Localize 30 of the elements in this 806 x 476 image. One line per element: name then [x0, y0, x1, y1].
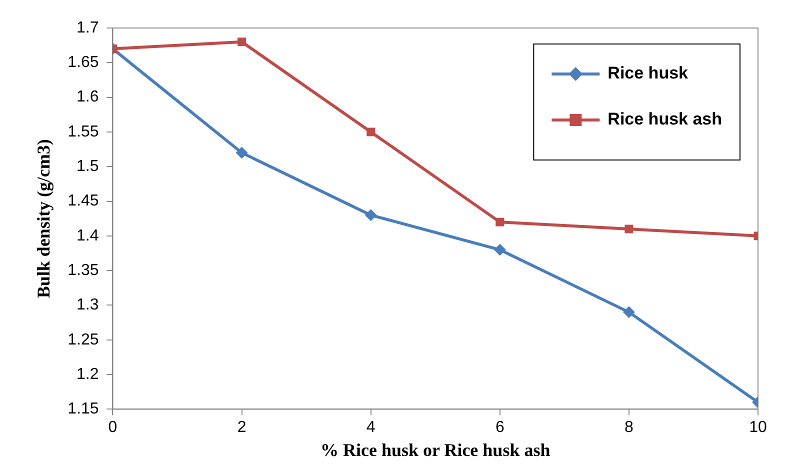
- y-tick-label: 1.45: [68, 192, 99, 210]
- y-axis-title: Bulk density (g/cm3): [33, 139, 54, 298]
- y-tick-label: 1.7: [76, 19, 99, 36]
- point: [496, 218, 504, 226]
- legend-label: Rice husk ash: [608, 110, 722, 129]
- point: [494, 244, 506, 256]
- point: [364, 209, 377, 222]
- x-tick-label: 4: [366, 419, 376, 436]
- y-tick-label: 1.3: [76, 296, 99, 314]
- y-tick-label: 1.35: [68, 262, 99, 279]
- legend-label: Rice husk: [608, 64, 689, 83]
- x-axis-title: % Rice husk or Rice husk ash: [320, 440, 550, 460]
- y-tick-label: 1.65: [68, 54, 99, 72]
- point: [238, 38, 246, 46]
- x-tick-label: 8: [624, 419, 634, 436]
- point: [622, 306, 635, 318]
- y-tick-label: 1.25: [68, 331, 99, 348]
- y-tick-label: 1.2: [76, 366, 99, 383]
- x-tick-label: 0: [108, 419, 118, 436]
- point: [366, 128, 376, 136]
- y-tick-label: 1.6: [76, 88, 99, 106]
- point: [624, 224, 634, 234]
- point: [236, 146, 248, 159]
- y-tick-label: 1.55: [68, 123, 99, 140]
- y-tick-label: 1.15: [68, 400, 99, 418]
- x-tick-label: 10: [749, 419, 767, 436]
- y-tick-label: 1.4: [76, 227, 99, 244]
- x-tick-label: 6: [495, 419, 504, 436]
- x-tick-label: 2: [237, 419, 246, 436]
- y-tick-label: 1.5: [76, 158, 99, 176]
